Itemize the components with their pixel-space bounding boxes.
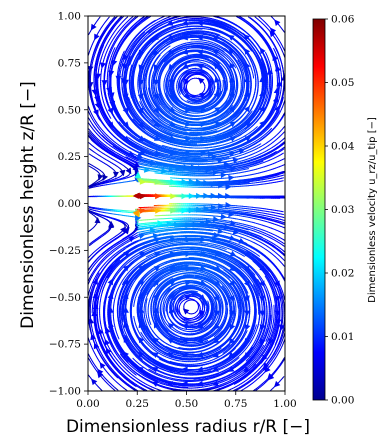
- streamline-segment: [89, 33, 90, 35]
- streamline-segment: [98, 273, 99, 275]
- streamlines-layer: [88, 16, 285, 391]
- streamline-segment: [88, 375, 89, 377]
- streamline-segment: [88, 358, 89, 360]
